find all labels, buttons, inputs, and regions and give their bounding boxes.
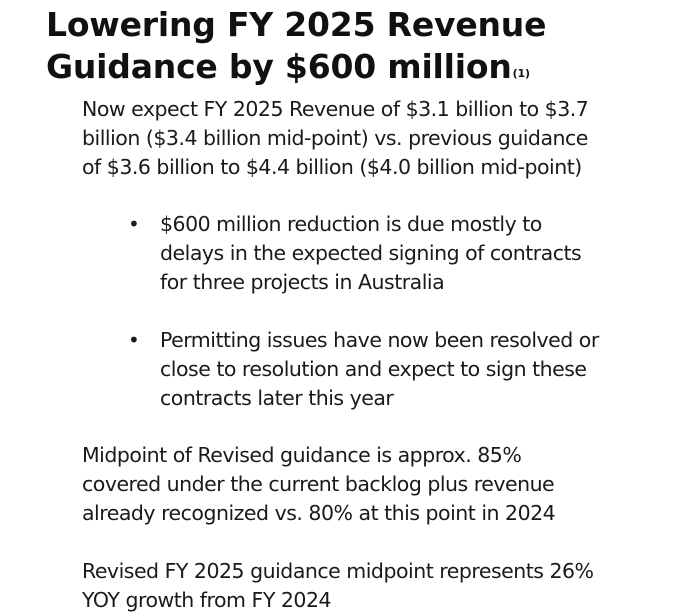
bullet-item-permitting: • Permitting issues have now been resolv…	[126, 326, 599, 413]
bullet-item-reduction: • $600 million reduction is due mostly t…	[126, 210, 599, 297]
bullet-2-line-1: Permitting issues have now been resolved…	[160, 328, 599, 352]
bullet-1-line-3: for three projects in Australia	[160, 270, 445, 294]
bullet-2-line-2: close to resolution and expect to sign t…	[160, 357, 587, 381]
growth-line-1: Revised FY 2025 guidance midpoint repres…	[82, 559, 594, 583]
slide-title-line-2: Guidance by $600 million(1)	[46, 46, 666, 96]
midpoint-line-3: already recognized vs. 80% at this point…	[82, 501, 556, 525]
yoy-growth-paragraph: Revised FY 2025 guidance midpoint repres…	[82, 557, 594, 615]
midpoint-coverage-paragraph: Midpoint of Revised guidance is approx. …	[82, 441, 556, 528]
slide-title: Lowering FY 2025 Revenue Guidance by $60…	[46, 4, 666, 96]
bullet-1-line-1: $600 million reduction is due mostly to	[160, 212, 542, 236]
slide-title-line-2-text: Guidance by $600 million	[46, 47, 512, 86]
revenue-guidance-line-2: billion ($3.4 billion mid-point) vs. pre…	[82, 126, 588, 150]
bullet-2-line-3: contracts later this year	[160, 386, 394, 410]
bullet-dot-icon: •	[128, 212, 140, 236]
reason-bullet-list: • $600 million reduction is due mostly t…	[126, 210, 599, 413]
bullet-dot-icon: •	[128, 328, 140, 352]
revenue-guidance-line-1: Now expect FY 2025 Revenue of $3.1 billi…	[82, 97, 589, 121]
growth-line-2: YOY growth from FY 2024	[82, 588, 332, 612]
bullet-1-line-2: delays in the expected signing of contra…	[160, 241, 582, 265]
footnote-marker: (1)	[512, 67, 530, 80]
revenue-guidance-paragraph: Now expect FY 2025 Revenue of $3.1 billi…	[82, 95, 589, 182]
midpoint-line-1: Midpoint of Revised guidance is approx. …	[82, 443, 522, 467]
midpoint-line-2: covered under the current backlog plus r…	[82, 472, 555, 496]
slide-title-line-1: Lowering FY 2025 Revenue	[46, 5, 547, 44]
revenue-guidance-line-3: of $3.6 billion to $4.4 billion ($4.0 bi…	[82, 155, 582, 179]
